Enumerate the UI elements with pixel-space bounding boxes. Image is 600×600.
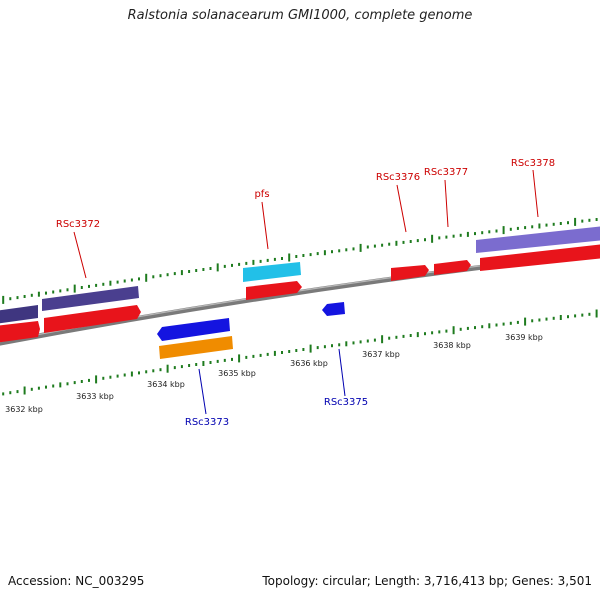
forward-feature-block[interactable]	[476, 226, 600, 253]
forward-gene-arrow[interactable]	[0, 321, 40, 343]
genome-summary-text: Topology: circular; Length: 3,716,413 bp…	[262, 574, 592, 588]
gene-label-rsc3375: RSc3375	[324, 397, 368, 408]
accession-text: Accession: NC_003295	[8, 574, 145, 588]
forward-gene-pfs[interactable]	[246, 281, 302, 300]
forward-gene-rsc3372[interactable]	[44, 305, 141, 333]
label-leader-line	[396, 184, 407, 233]
reverse-feature-block[interactable]	[159, 336, 233, 359]
forward-feature-block[interactable]	[42, 286, 139, 311]
forward-gene-rsc3378[interactable]	[480, 244, 600, 271]
gene-label-pfs: pfs	[254, 189, 269, 200]
reverse-gene-rsc3375[interactable]	[322, 302, 345, 316]
label-leader-line	[444, 179, 449, 228]
forward-scale-ticks	[2, 217, 598, 304]
scale-label: 3632 kbp	[5, 405, 43, 414]
gene-label-rsc3377: RSc3377	[424, 167, 468, 178]
scale-label: 3635 kbp	[218, 369, 256, 378]
label-leader-line	[338, 348, 346, 397]
scale-label: 3636 kbp	[290, 359, 328, 368]
forward-feature-block[interactable]	[0, 305, 38, 324]
scale-label: 3638 kbp	[433, 341, 471, 350]
scale-label: 3639 kbp	[505, 333, 543, 342]
scale-label: 3633 kbp	[76, 392, 114, 401]
forward-gene-rsc3377[interactable]	[434, 260, 471, 275]
reverse-scale-ticks	[2, 309, 598, 396]
map-title: Ralstonia solanacearum GMI1000, complete…	[127, 8, 473, 23]
gene-label-rsc3378: RSc3378	[511, 158, 555, 169]
reverse-gene-rsc3373[interactable]	[157, 318, 230, 341]
gene-label-rsc3373: RSc3373	[185, 417, 229, 428]
label-leader-line	[532, 169, 539, 218]
scale-label: 3637 kbp	[362, 350, 400, 359]
label-leader-line	[73, 231, 87, 279]
rna-feature-block[interactable]	[243, 262, 301, 282]
scale-label: 3634 kbp	[147, 380, 185, 389]
gene-label-rsc3372: RSc3372	[56, 219, 100, 230]
forward-gene-rsc3376[interactable]	[391, 265, 429, 281]
label-leader-line	[198, 368, 207, 415]
label-leader-line	[261, 201, 269, 250]
gene-label-rsc3376: RSc3376	[376, 172, 420, 183]
